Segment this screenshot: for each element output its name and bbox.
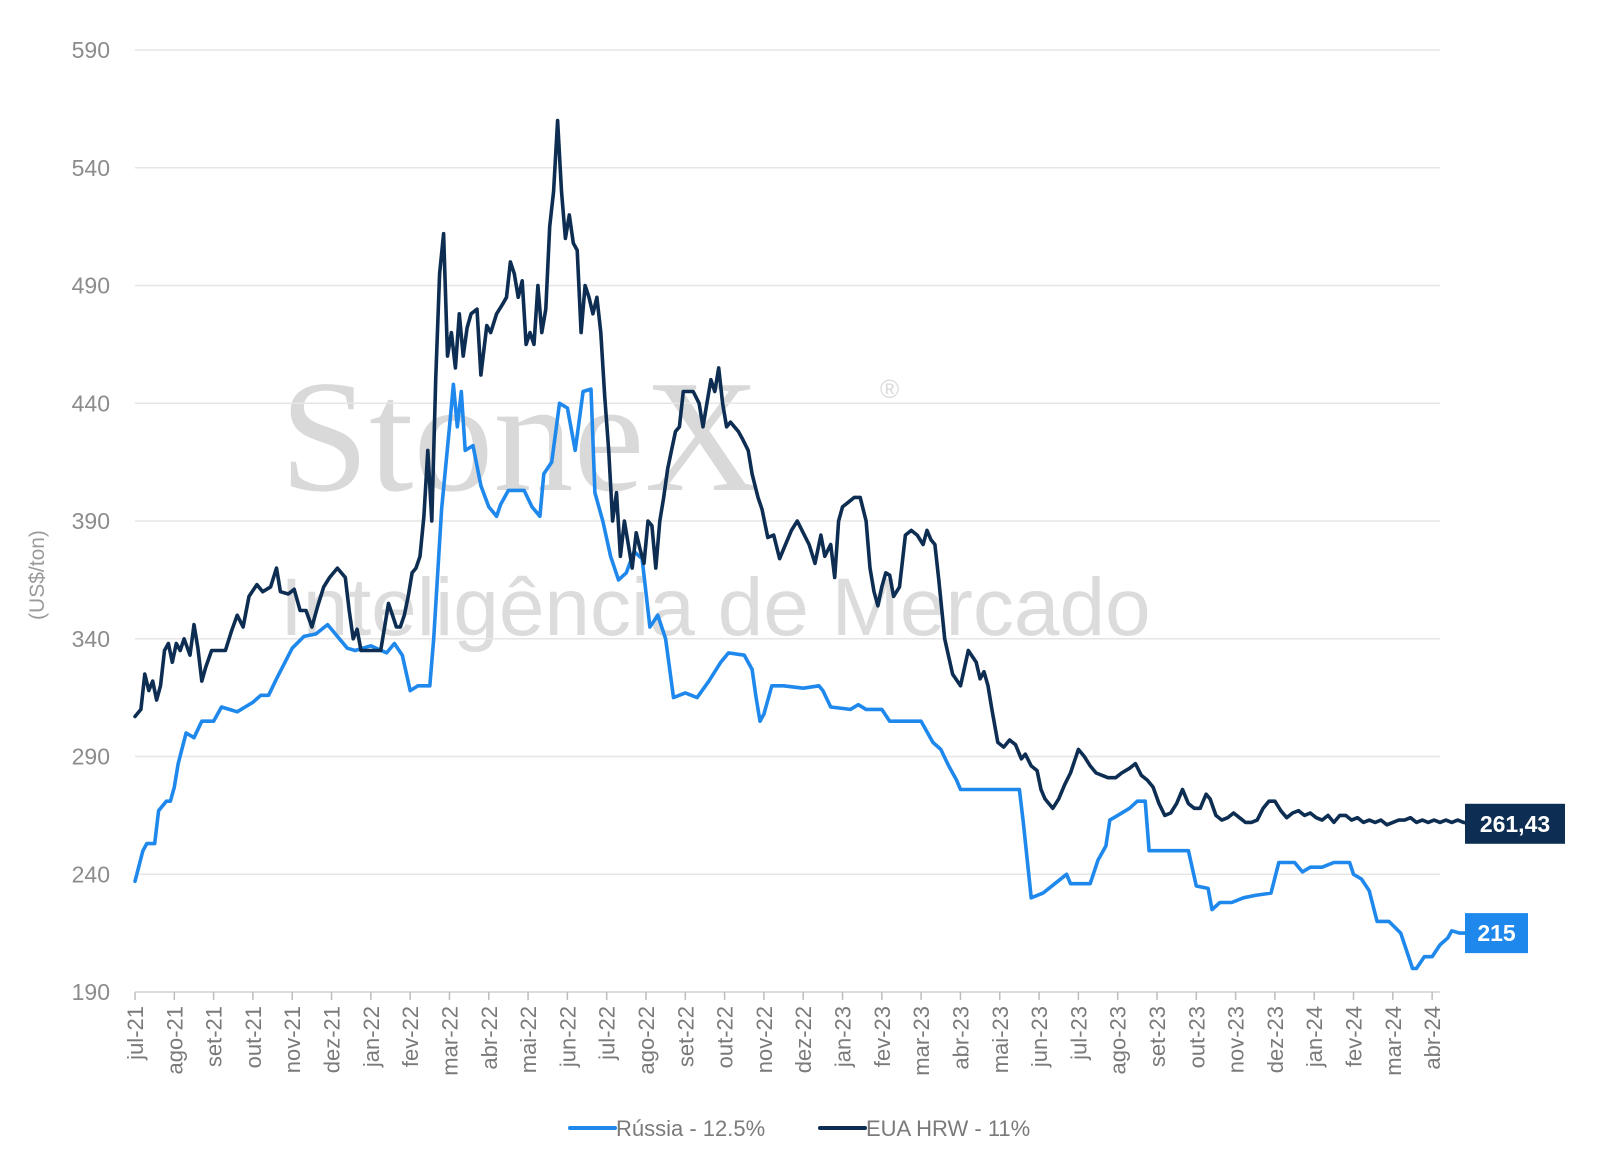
end-label-0: 215 — [1465, 913, 1528, 954]
x-tick-label: jul-22 — [595, 1006, 620, 1061]
y-tick-label: 290 — [72, 744, 110, 770]
x-tick-label: set-22 — [673, 1006, 698, 1067]
x-tick-label: fev-24 — [1342, 1006, 1367, 1067]
legend-item-0: Rússia - 12.5% — [568, 1116, 765, 1141]
x-tick-label: abr-23 — [948, 1006, 973, 1070]
watermark-brand: StoneX — [280, 347, 760, 525]
end-labels: 215 261,43 — [1465, 803, 1565, 954]
y-axis-ticks: 190 240 290 340 390 440 490 540 590 — [72, 37, 110, 1005]
x-tick-label: nov-23 — [1224, 1006, 1249, 1073]
x-tick-label: jun-22 — [555, 1006, 580, 1068]
end-label-value: 215 — [1477, 920, 1516, 946]
x-tick-label: jul-21 — [123, 1006, 148, 1061]
watermark-registered-mark: ® — [880, 374, 899, 404]
y-tick-label: 340 — [72, 626, 110, 652]
y-tick-label: 240 — [72, 861, 110, 887]
x-tick-label: ago-21 — [162, 1006, 187, 1075]
x-tick-label: dez-22 — [791, 1006, 816, 1073]
x-tick-label: ago-22 — [634, 1006, 659, 1075]
y-tick-label: 590 — [72, 37, 110, 63]
x-tick-label: jan-23 — [831, 1006, 856, 1068]
x-tick-label: mai-23 — [988, 1006, 1013, 1073]
x-tick-label: mar-23 — [909, 1006, 934, 1076]
x-tick-label: set-23 — [1145, 1006, 1170, 1067]
x-tick-label: nov-22 — [752, 1006, 777, 1073]
x-tick-label: dez-21 — [320, 1006, 345, 1073]
series-lines — [133, 118, 1472, 971]
x-tick-label: mar-24 — [1381, 1006, 1406, 1076]
series-line-0 — [133, 382, 1470, 971]
watermark-tagline: Inteligência de Mercado — [280, 562, 1151, 653]
x-tick-label: abr-22 — [477, 1006, 502, 1070]
legend: Rússia - 12.5% EUA HRW - 11% — [568, 1116, 1030, 1141]
y-tick-label: 490 — [72, 273, 110, 299]
x-tick-label: out-23 — [1184, 1006, 1209, 1068]
end-label-value: 261,43 — [1480, 811, 1550, 837]
stonex-watermark: StoneX ® Inteligência de Mercado — [280, 347, 1151, 653]
x-tick-label: out-22 — [713, 1006, 738, 1068]
end-label-box — [1465, 803, 1565, 844]
legend-item-1: EUA HRW - 11% — [818, 1116, 1030, 1141]
x-tick-label: dez-23 — [1263, 1006, 1288, 1073]
x-tick-label: mar-22 — [437, 1006, 462, 1076]
x-tick-label: set-21 — [202, 1006, 227, 1067]
x-tick-label: out-21 — [241, 1006, 266, 1068]
x-tick-label: abr-24 — [1420, 1006, 1445, 1070]
y-tick-label: 190 — [72, 979, 110, 1005]
y-tick-label: 440 — [72, 390, 110, 416]
x-tick-label: fev-23 — [870, 1006, 895, 1067]
x-tick-label: jan-22 — [359, 1006, 384, 1068]
end-label-box — [1465, 913, 1528, 954]
y-axis-title: (US$/ton) — [26, 530, 49, 620]
x-tick-label: fev-22 — [398, 1006, 423, 1067]
x-tick-label: ago-23 — [1106, 1006, 1131, 1075]
x-tick-label: jun-23 — [1027, 1006, 1052, 1068]
series-line-1 — [133, 118, 1472, 827]
legend-label: EUA HRW - 11% — [866, 1116, 1030, 1141]
x-tick-label: nov-21 — [280, 1006, 305, 1073]
y-tick-label: 540 — [72, 155, 110, 181]
end-label-1: 261,43 — [1465, 803, 1565, 844]
x-axis: jul-21 ago-21 set-21 out-21 nov-21 dez-21 jan-… — [123, 991, 1445, 1076]
x-tick-label: jul-23 — [1066, 1006, 1091, 1061]
x-tick-label: jan-24 — [1302, 1006, 1327, 1068]
legend-label: Rússia - 12.5% — [616, 1116, 765, 1141]
x-tick-label: mai-22 — [516, 1006, 541, 1073]
y-tick-label: 390 — [72, 508, 110, 534]
